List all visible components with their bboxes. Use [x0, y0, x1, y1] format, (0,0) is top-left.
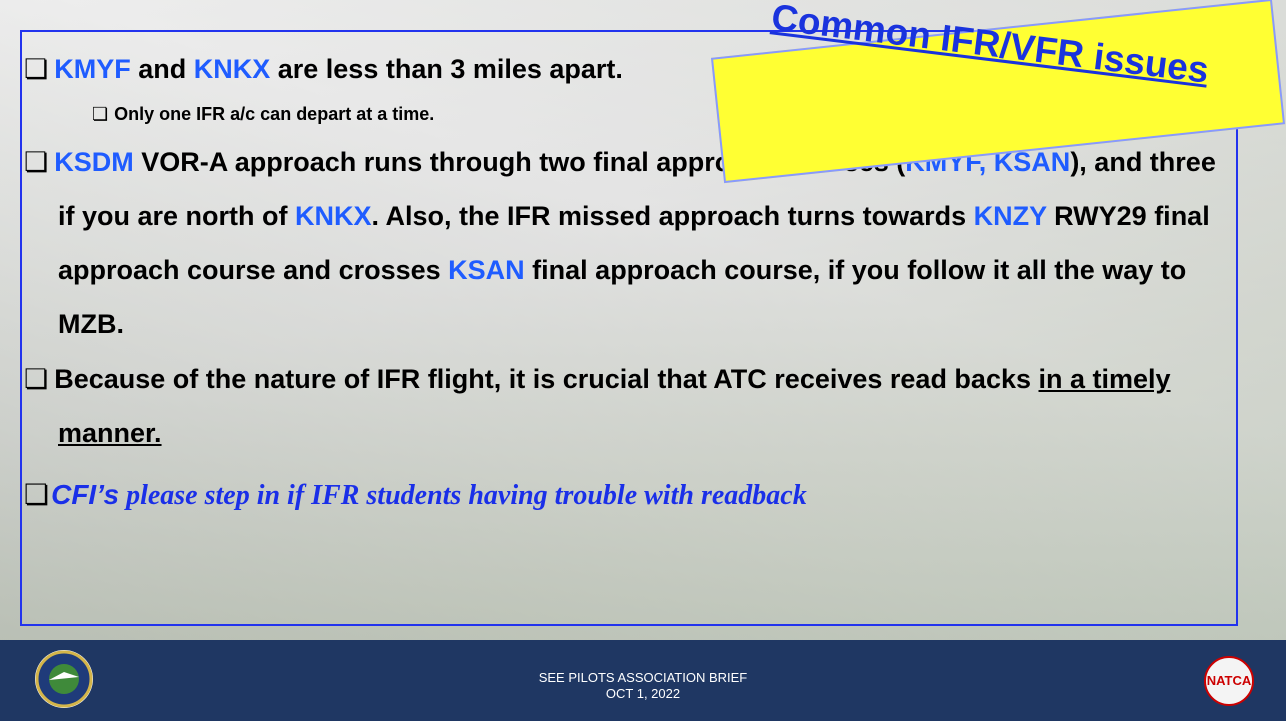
bullet-text: please step in if IFR students having tr… [119, 480, 807, 511]
bullet-text: are less than 3 miles apart. [270, 54, 623, 84]
bullet-list: KMYF and KNKX are less than 3 miles apar… [22, 42, 1222, 524]
bullet: CFI’s please step in if IFR students hav… [22, 468, 1222, 523]
bullet-text: Only one IFR a/c can depart at a time. [114, 104, 435, 124]
bullet: Only one IFR a/c can depart at a time. [22, 97, 1222, 131]
bullet-text: KNKX [295, 201, 372, 231]
content-frame [20, 30, 1238, 626]
bullet-text: ), and three if you are north of [58, 147, 1216, 231]
natca-logo-text: NATCA [1206, 673, 1252, 688]
bullet-text: Because of the nature of IFR flight, it … [54, 364, 1039, 394]
natca-logo [1204, 656, 1254, 706]
bullet-text: in a timely manner. [58, 364, 1171, 448]
bullet-text: and [130, 54, 194, 84]
bullet: KMYF and KNKX are less than 3 miles apar… [22, 42, 1222, 96]
footer-line: OCT 1, 2022 [605, 686, 681, 701]
bullet-text: KSDM [54, 147, 134, 177]
faa-logo [35, 650, 93, 708]
bullet-text: KSAN [448, 255, 525, 285]
footer-line: SEE PILOTS ASSOCIATION BRIEF [538, 670, 748, 685]
footer [0, 640, 1286, 721]
bullet-text: RWY29 final approach course and crosses [58, 201, 1210, 285]
bullet: KSDM VOR-A approach runs through two fin… [22, 135, 1222, 351]
bullet-text: . Also, the IFR missed approach turns to… [371, 201, 974, 231]
bullet-text: KNZY [973, 201, 1047, 231]
bullet-text: KNKX [193, 54, 271, 84]
bullet-text: final approach course, if you follow it … [58, 255, 1187, 339]
bullet-text: CFI’s [51, 479, 120, 510]
bullet-text: KMYF [54, 54, 131, 84]
bullet: Because of the nature of IFR flight, it … [22, 352, 1222, 460]
